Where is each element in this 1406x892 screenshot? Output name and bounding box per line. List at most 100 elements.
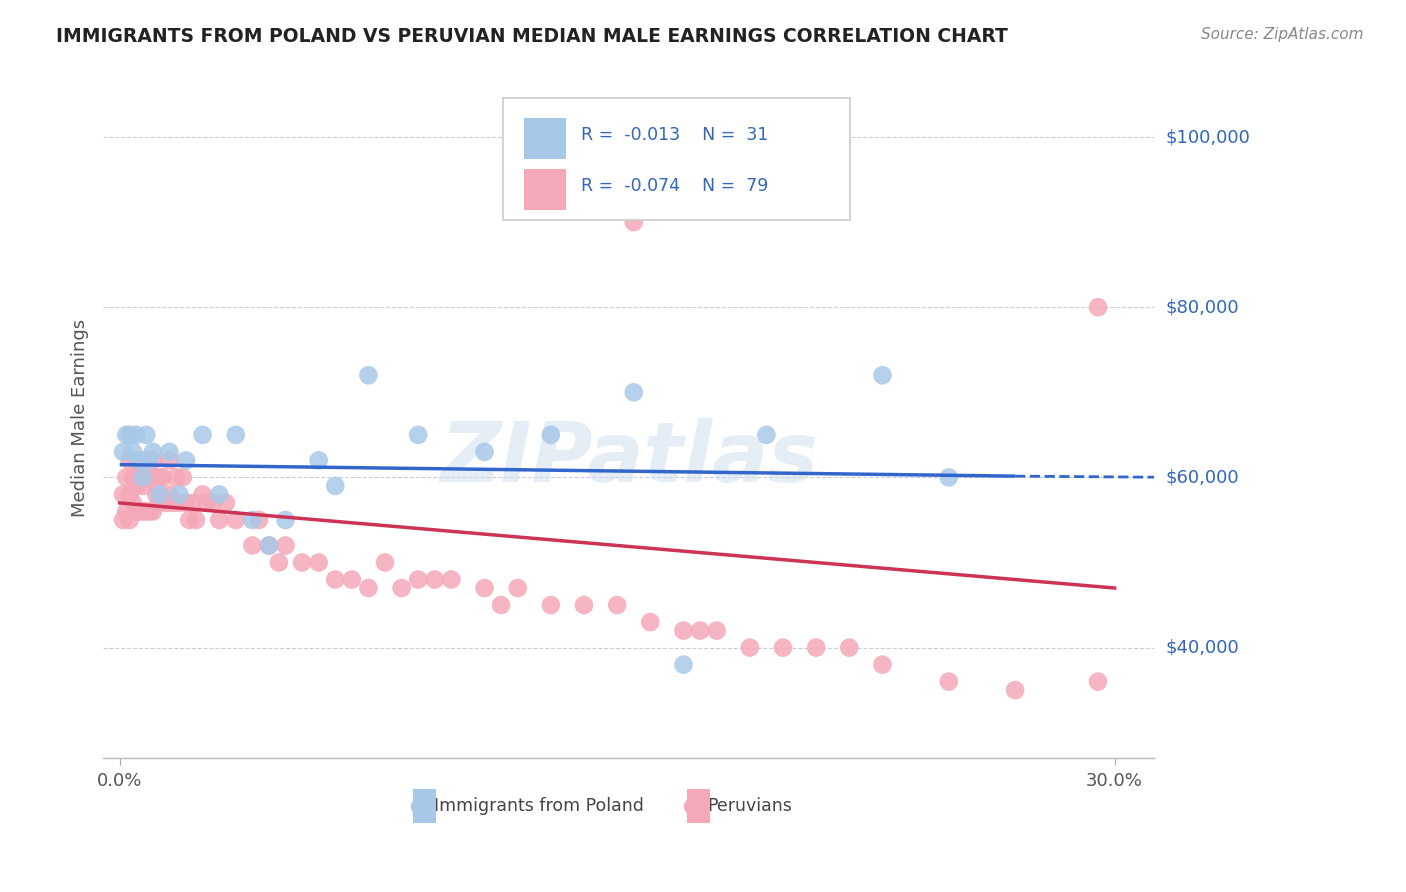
Point (181, 496, 204, 510)
Text: Immigrants from Poland: Immigrants from Poland (434, 797, 644, 815)
Point (128, 470, 150, 484)
Point (115, 504, 138, 518)
Point (138, 453, 160, 467)
Bar (686, 789, 710, 823)
FancyBboxPatch shape (502, 98, 849, 220)
Point (540, 598, 562, 612)
Point (125, 428, 148, 442)
Point (291, 556, 314, 570)
Point (689, 624, 711, 638)
Point (323, 573, 346, 587)
Point (623, 385, 645, 400)
Point (191, 487, 214, 501)
Point (179, 513, 201, 527)
Text: $40,000: $40,000 (1166, 639, 1239, 657)
Point (706, 624, 728, 638)
Point (225, 428, 247, 442)
Point (257, 539, 280, 553)
Point (174, 496, 197, 510)
Point (132, 479, 155, 493)
Text: $60,000: $60,000 (1166, 468, 1239, 486)
Point (572, 598, 595, 612)
Point (132, 453, 155, 467)
Point (672, 624, 695, 638)
Point (115, 470, 138, 484)
Point (128, 453, 150, 467)
Point (938, 674, 960, 689)
Point (540, 428, 562, 442)
Point (138, 504, 160, 518)
Point (201, 496, 224, 510)
Point (474, 581, 496, 595)
Point (172, 470, 194, 484)
Point (135, 504, 157, 518)
Point (118, 428, 141, 442)
Text: ZIPatlas: ZIPatlas (440, 418, 818, 500)
Point (125, 479, 148, 493)
Point (115, 428, 138, 442)
Point (122, 445, 145, 459)
Point (699, 164, 721, 178)
Point (208, 487, 231, 501)
Y-axis label: Median Male Earnings: Median Male Earnings (72, 318, 89, 516)
Point (640, 615, 662, 629)
Point (135, 470, 157, 484)
Point (872, 368, 894, 383)
Point (672, 657, 695, 672)
Point (165, 470, 187, 484)
Point (112, 445, 135, 459)
Point (506, 581, 529, 595)
Point (738, 640, 761, 655)
Point (489, 598, 512, 612)
Text: Peruvians: Peruvians (707, 797, 793, 815)
Point (142, 504, 165, 518)
Point (247, 513, 270, 527)
Point (755, 428, 778, 442)
Point (125, 504, 148, 518)
Point (155, 496, 177, 510)
Point (135, 453, 157, 467)
Point (1087, 674, 1109, 689)
Text: $100,000: $100,000 (1166, 128, 1250, 146)
Point (162, 496, 184, 510)
Point (142, 453, 165, 467)
Point (159, 487, 181, 501)
Point (374, 556, 396, 570)
Point (135, 428, 157, 442)
Bar (523, 119, 565, 159)
Point (118, 453, 141, 467)
Point (128, 504, 150, 518)
Point (112, 513, 135, 527)
Point (174, 453, 197, 467)
Text: R =  -0.013    N =  31: R = -0.013 N = 31 (582, 127, 769, 145)
Point (152, 470, 174, 484)
Point (623, 215, 645, 229)
Point (357, 368, 380, 383)
Point (804, 640, 827, 655)
Point (148, 470, 170, 484)
Point (208, 513, 231, 527)
Text: $80,000: $80,000 (1166, 298, 1239, 316)
Point (159, 445, 181, 459)
Point (145, 487, 167, 501)
Point (440, 573, 463, 587)
Point (240, 539, 263, 553)
Point (112, 487, 135, 501)
Point (225, 513, 247, 527)
Point (215, 496, 238, 510)
Point (340, 573, 363, 587)
Point (118, 487, 141, 501)
Point (423, 573, 446, 587)
Point (308, 556, 330, 570)
Point (148, 487, 170, 501)
Point (406, 428, 429, 442)
Point (938, 470, 960, 484)
Point (474, 445, 496, 459)
Point (257, 539, 280, 553)
Point (191, 428, 214, 442)
Point (240, 513, 263, 527)
Point (194, 496, 217, 510)
Text: Source: ZipAtlas.com: Source: ZipAtlas.com (1201, 27, 1364, 42)
Text: IMMIGRANTS FROM POLAND VS PERUVIAN MEDIAN MALE EARNINGS CORRELATION CHART: IMMIGRANTS FROM POLAND VS PERUVIAN MEDIA… (56, 27, 1008, 45)
Point (169, 487, 191, 501)
